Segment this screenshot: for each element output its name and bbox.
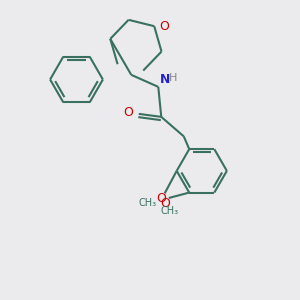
Text: O: O	[124, 106, 134, 119]
Text: N: N	[160, 73, 170, 86]
Text: O: O	[160, 197, 170, 210]
Text: O: O	[157, 192, 166, 206]
Text: CH₃: CH₃	[138, 198, 156, 208]
Text: CH₃: CH₃	[160, 206, 178, 216]
Text: H: H	[169, 73, 177, 83]
Text: O: O	[160, 20, 170, 33]
